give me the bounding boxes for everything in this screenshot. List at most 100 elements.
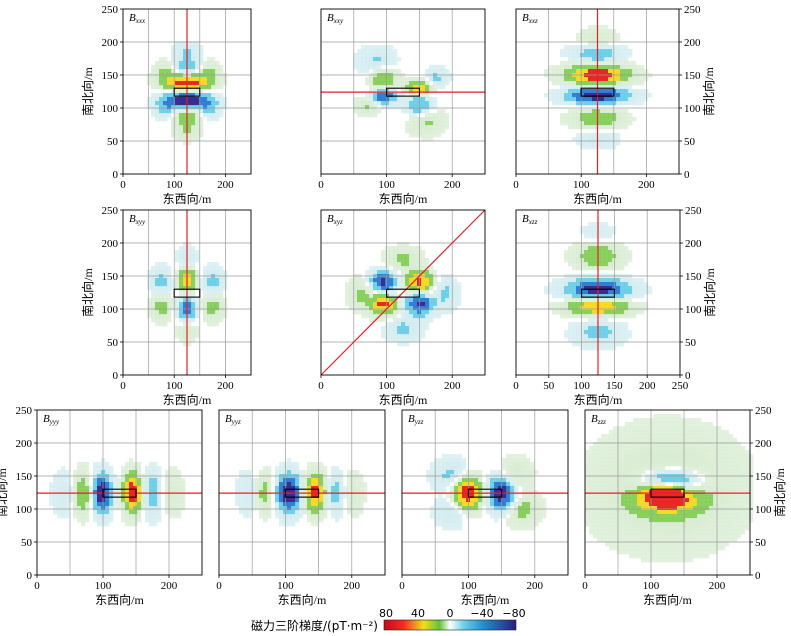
heat-cell <box>522 490 527 495</box>
heat-cell <box>506 498 511 503</box>
heat-cell <box>413 246 418 251</box>
heat-cell <box>592 306 597 311</box>
heat-cell <box>97 478 102 483</box>
heat-cell <box>592 89 597 94</box>
heat-cell <box>600 290 605 295</box>
heat-cell <box>179 41 184 46</box>
heat-cell <box>637 482 642 487</box>
heat-cell <box>697 430 702 435</box>
heat-cell <box>597 530 602 535</box>
heat-cell <box>413 113 418 118</box>
heat-cell <box>307 498 312 503</box>
heat-cell <box>693 466 698 471</box>
heat-cell <box>191 85 196 90</box>
y-tick-label: 200 <box>102 37 119 49</box>
heat-cell <box>129 518 134 523</box>
heat-cell <box>175 330 180 335</box>
heat-cell <box>685 482 690 487</box>
heat-cell <box>474 498 479 503</box>
heat-cell <box>681 426 686 431</box>
heat-cell <box>613 514 618 519</box>
heat-cell <box>608 298 613 303</box>
heat-cell <box>709 446 714 451</box>
heat-cell <box>616 69 621 74</box>
heat-cell <box>433 113 438 118</box>
heat-cell <box>355 502 360 507</box>
heat-cell <box>633 454 638 459</box>
heat-cell <box>49 482 54 487</box>
heat-cell <box>620 278 625 283</box>
heat-cell <box>179 270 184 275</box>
heat-cell <box>548 290 553 295</box>
heat-cell <box>629 466 634 471</box>
heat-cell <box>437 117 442 122</box>
heat-cell <box>629 510 634 515</box>
heat-cell <box>401 278 406 283</box>
heat-cell <box>429 65 434 70</box>
heat-cell <box>429 89 434 94</box>
heat-cell <box>247 470 252 475</box>
heat-cell <box>179 278 184 283</box>
heat-cell <box>413 318 418 323</box>
heat-cell <box>191 117 196 122</box>
heat-cell <box>628 85 633 90</box>
heat-cell <box>548 89 553 94</box>
heat-cell <box>291 490 296 495</box>
x-tick-label: 100 <box>460 580 477 592</box>
heat-cell <box>81 494 86 499</box>
heat-cell <box>187 242 192 247</box>
heat-cell <box>177 482 182 487</box>
y-tick-label: 0 <box>27 570 33 582</box>
heat-cell <box>600 226 605 231</box>
heat-cell <box>169 486 174 491</box>
heat-cell <box>335 490 340 495</box>
heat-cell <box>389 53 394 58</box>
heat-cell <box>157 514 162 519</box>
heat-cell <box>151 286 156 291</box>
heat-cell <box>454 494 459 499</box>
heat-cell <box>637 430 642 435</box>
heat-cell <box>275 478 280 483</box>
heat-cell <box>307 470 312 475</box>
heat-cell <box>572 290 577 295</box>
heat-cell <box>405 97 410 102</box>
heat-cell <box>645 478 650 483</box>
heat-cell <box>397 330 402 335</box>
heat-cell <box>187 41 192 46</box>
heat-cell <box>93 466 98 471</box>
heat-cell <box>616 117 621 122</box>
heat-cell <box>640 282 645 287</box>
heat-cell <box>729 462 734 467</box>
heat-cell <box>385 250 390 255</box>
heat-cell <box>701 498 706 503</box>
heat-cell <box>397 318 402 323</box>
heat-cell <box>413 290 418 295</box>
heat-cell <box>267 482 272 487</box>
heat-cell <box>514 526 519 531</box>
heat-cell <box>425 117 430 122</box>
heat-cell <box>640 77 645 82</box>
heat-cell <box>81 482 86 487</box>
heat-cell <box>207 322 212 327</box>
heat-cell <box>425 69 430 74</box>
heat-cell <box>572 49 577 54</box>
heat-cell <box>177 502 182 507</box>
heat-cell <box>628 53 633 58</box>
heat-cell <box>61 470 66 475</box>
heat-cell <box>153 514 158 519</box>
heat-cell <box>219 85 224 90</box>
heat-cell <box>633 466 638 471</box>
heat-cell <box>77 466 82 471</box>
heat-cell <box>705 486 710 491</box>
heat-cell <box>693 426 698 431</box>
heat-cell <box>389 294 394 299</box>
heat-cell <box>295 486 300 491</box>
heat-cell <box>327 494 332 499</box>
heat-cell <box>377 61 382 66</box>
heat-cell <box>568 65 573 70</box>
heat-cell <box>585 522 590 527</box>
heat-cell <box>169 478 174 483</box>
heat-cell <box>572 242 577 247</box>
heat-cell <box>572 85 577 90</box>
heat-cell <box>462 498 467 503</box>
